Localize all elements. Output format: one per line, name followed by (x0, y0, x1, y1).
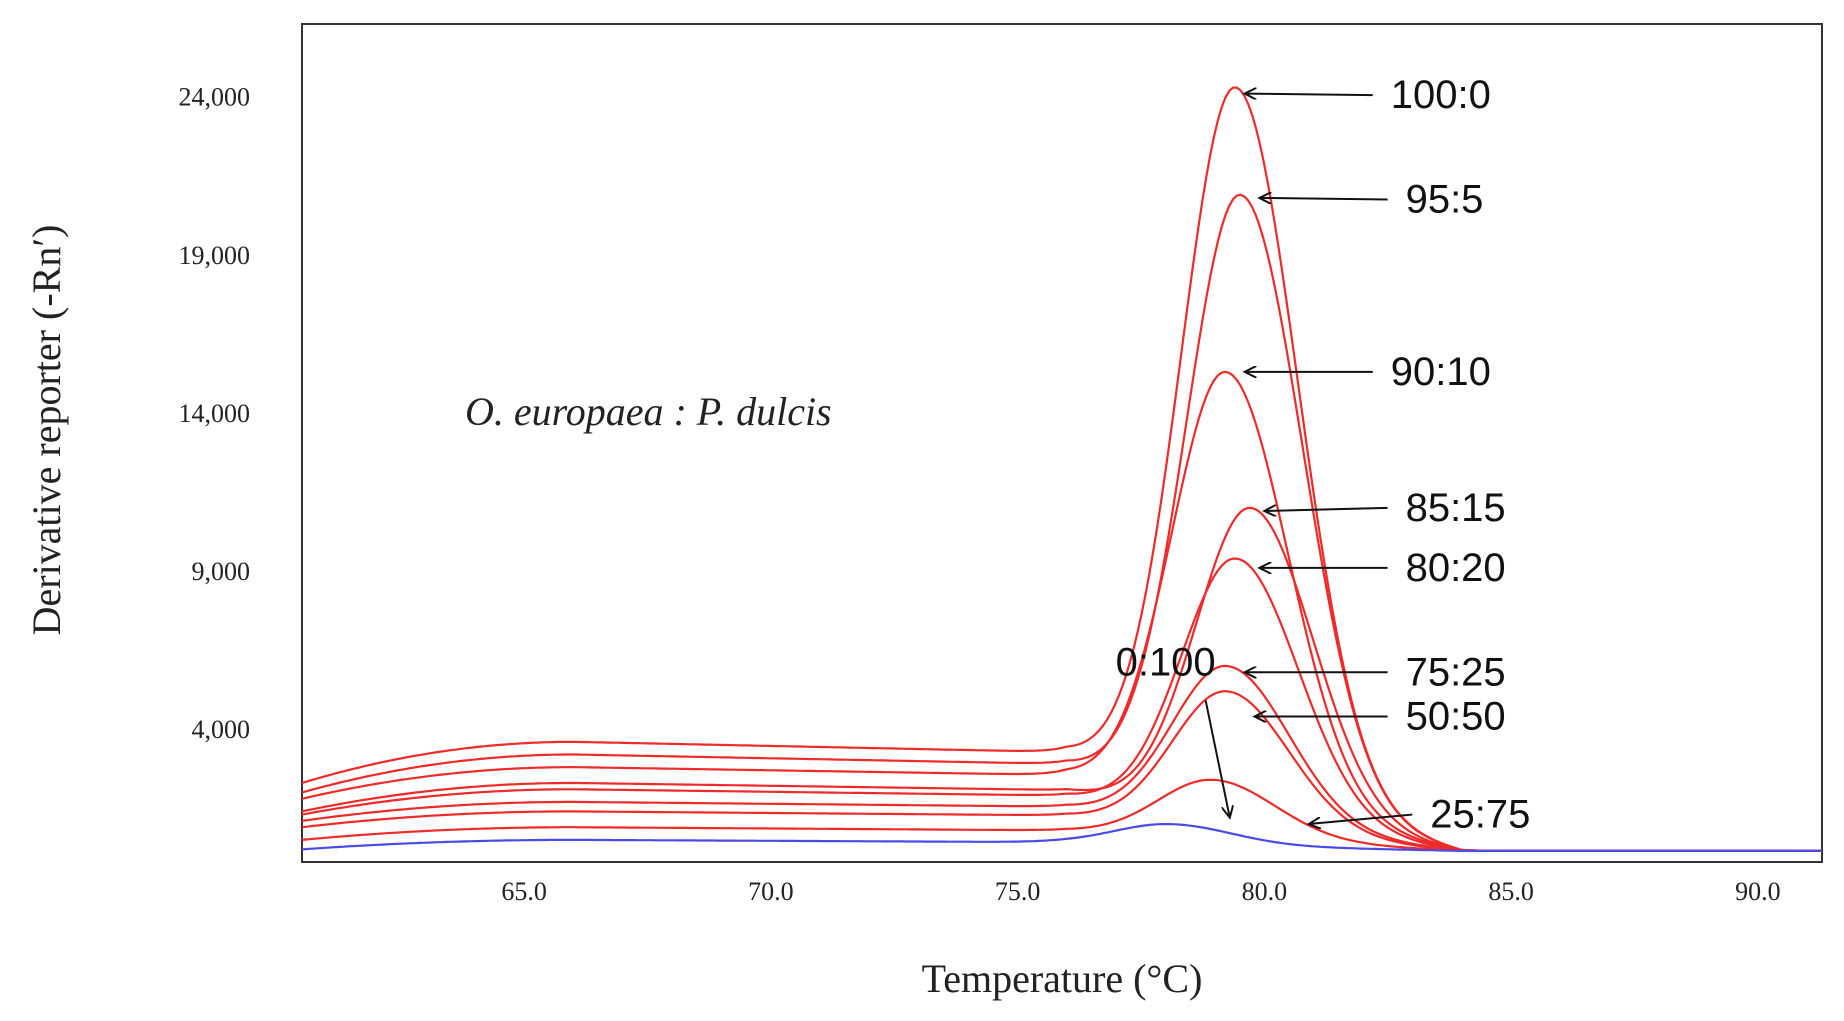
plot-frame (301, 23, 1823, 863)
series-label: 50:50 (1406, 695, 1506, 739)
series-label-arrow (1245, 94, 1373, 96)
x-tick-label: 80.0 (1242, 877, 1288, 906)
series-label: 0:100 (1116, 640, 1216, 684)
series-label-arrow (1309, 813, 1413, 824)
x-tick-label: 85.0 (1488, 877, 1534, 906)
series-label: 95:5 (1406, 178, 1484, 222)
series-line (301, 823, 1822, 852)
x-axis-title: Temperature (°C) (922, 956, 1203, 1001)
y-tick-label: 9,000 (192, 557, 251, 586)
y-tick-label: 19,000 (179, 241, 251, 270)
y-tick-label: 14,000 (179, 399, 251, 428)
x-axis-ticks: 65.0 70.0 75.0 80.0 85.0 90.0 (501, 877, 1780, 906)
x-tick-label: 90.0 (1735, 877, 1781, 906)
x-tick-label: 70.0 (748, 877, 794, 906)
series-curves (301, 86, 1822, 852)
annotation-text: O. europaea : P. dulcis (465, 389, 832, 434)
series-label: 90:10 (1391, 350, 1491, 394)
series-label-arrow (1204, 700, 1230, 817)
y-axis-title: Derivative reporter (-Rn′) (24, 225, 69, 636)
series-label: 25:75 (1430, 793, 1530, 837)
x-tick-label: 75.0 (995, 877, 1041, 906)
series-label: 75:25 (1406, 650, 1506, 694)
y-tick-label: 4,000 (192, 715, 251, 744)
series-label-arrow (1259, 198, 1388, 200)
x-tick-label: 65.0 (501, 877, 547, 906)
series-label: 100:0 (1391, 73, 1491, 117)
series-label-arrow (1264, 508, 1388, 511)
y-tick-label: 24,000 (179, 83, 251, 112)
series-label: 85:15 (1406, 486, 1506, 530)
y-axis-ticks: 4,000 9,000 14,000 19,000 24,000 (179, 83, 251, 744)
series-label: 80:20 (1406, 546, 1506, 590)
